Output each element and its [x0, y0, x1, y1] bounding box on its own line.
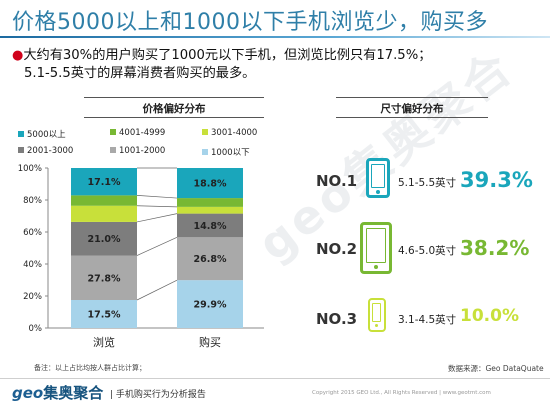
y-tick-label: 80%	[23, 196, 42, 206]
connector-line	[136, 205, 178, 208]
size-label-1: 5.1-5.5英寸	[398, 177, 457, 189]
size-pct-2: 38.2%	[460, 236, 530, 260]
size-label-2: 4.6-5.0英寸	[398, 245, 457, 257]
data-label: 26.8%	[194, 254, 227, 265]
phone-large-icon	[366, 158, 390, 198]
x-tick-label: 浏览	[93, 335, 115, 349]
legend-item-4001-4999: 4001-4999	[110, 128, 165, 138]
bar-segment	[177, 206, 243, 214]
y-tick-label: 40%	[23, 260, 42, 270]
bullet-line-1: ●大约有30%的用户购买了1000元以下手机，但浏览比例只有17.5%；	[12, 44, 431, 63]
bar-segment	[71, 300, 137, 328]
price-title-rule-top	[84, 97, 264, 98]
size-rank-3: NO.3	[316, 310, 358, 328]
legend-item-2001-3000: 2001-3000	[18, 146, 73, 156]
data-label: 17.5%	[88, 310, 121, 321]
size-title-rule-top	[336, 97, 488, 98]
report-title: | 手机购买行为分析报告	[110, 390, 206, 400]
phone-screen	[372, 303, 381, 322]
legend-swatch	[202, 149, 208, 155]
data-source: 数据来源：Geo DataQuate	[448, 364, 544, 373]
legend-swatch	[110, 129, 116, 135]
legend-label: 4001-4999	[119, 128, 166, 138]
legend-swatch	[18, 147, 24, 153]
phone-button	[376, 190, 380, 194]
bullet-dot-icon: ●	[12, 48, 24, 63]
data-label: 29.9%	[194, 300, 227, 311]
x-tick-label: 购买	[199, 335, 221, 349]
logo-geo: geo	[12, 384, 44, 402]
connector-line	[136, 236, 178, 256]
price-title-rule-bottom	[84, 117, 264, 118]
legend-item-1000-below: 1000以下	[202, 146, 250, 158]
bar-segment	[71, 255, 137, 300]
connector-line	[136, 279, 178, 301]
bullet-text-1: 大约有30%的用户购买了1000元以下手机，但浏览比例只有17.5%；	[23, 48, 432, 63]
bar-segment	[177, 168, 243, 199]
size-rank-2: NO.2	[316, 240, 358, 258]
bar-segment	[71, 195, 137, 206]
data-label: 18.8%	[194, 179, 227, 190]
bar-segment	[71, 205, 137, 222]
legend-label: 3001-4000	[211, 128, 258, 138]
bar-segment	[177, 213, 243, 238]
data-label: 21.0%	[88, 234, 121, 245]
data-label: 17.1%	[88, 177, 121, 188]
data-label: 14.8%	[194, 221, 227, 232]
bar-segment	[71, 221, 137, 256]
connector-line	[136, 195, 178, 199]
bar-segment	[177, 280, 243, 328]
bar-segment	[71, 168, 137, 196]
title-divider	[0, 36, 550, 38]
size-pct-3: 10.0%	[460, 306, 519, 326]
brand-logo: geo集奥聚合	[12, 382, 103, 403]
phone-screen	[366, 228, 386, 263]
phone-button	[375, 324, 378, 327]
price-chart-title: 价格偏好分布	[142, 103, 206, 115]
y-tick-label: 20%	[23, 292, 42, 302]
size-chart-title: 尺寸偏好分布	[380, 103, 444, 115]
legend-label: 1000以下	[211, 148, 250, 158]
size-rank-1: NO.1	[316, 172, 358, 190]
phone-screen	[371, 164, 385, 188]
legend-swatch	[18, 131, 24, 137]
connector-line	[136, 213, 178, 223]
legend-label: 2001-3000	[27, 146, 74, 156]
size-pct-1: 39.3%	[460, 168, 533, 192]
legend-item-1001-2000: 1001-2000	[110, 146, 165, 156]
phone-small-icon	[368, 298, 386, 332]
legend-swatch	[202, 129, 208, 135]
size-label-3: 3.1-4.5英寸	[398, 314, 457, 326]
phone-button	[374, 265, 378, 269]
footer-divider	[0, 378, 550, 379]
phone-medium-icon	[360, 222, 392, 274]
bar-segment	[177, 237, 243, 281]
legend-label: 5000以上	[27, 130, 66, 140]
legend-swatch	[110, 147, 116, 153]
size-title-rule-bottom	[336, 117, 488, 118]
bullet-line-2: 5.1-5.5英寸的屏幕消费者购买的最多。	[24, 66, 256, 81]
data-label: 27.8%	[88, 273, 121, 284]
y-tick-label: 100%	[18, 164, 42, 174]
legend-item-5000plus: 5000以上	[18, 128, 66, 140]
bar-segment	[177, 198, 243, 207]
y-tick-label: 0%	[29, 324, 43, 334]
legend-label: 1001-2000	[119, 146, 166, 156]
y-tick-label: 60%	[23, 228, 42, 238]
legend-item-3001-4000: 3001-4000	[202, 128, 257, 138]
chart-note: 备注：以上占比均按人群占比计算；	[34, 364, 146, 372]
logo-cn: 集奥聚合	[43, 384, 104, 402]
page-title: 价格5000以上和1000以下手机浏览少，购买多	[12, 10, 488, 35]
copyright: Copyright 2015 GEO Ltd., All Rights Rese…	[312, 390, 491, 396]
price-stacked-bar-chart: 0% 20% 40% 60% 80% 100% 17.5% 27.8% 21.0% 17.1% 浏览…	[18, 164, 264, 349]
